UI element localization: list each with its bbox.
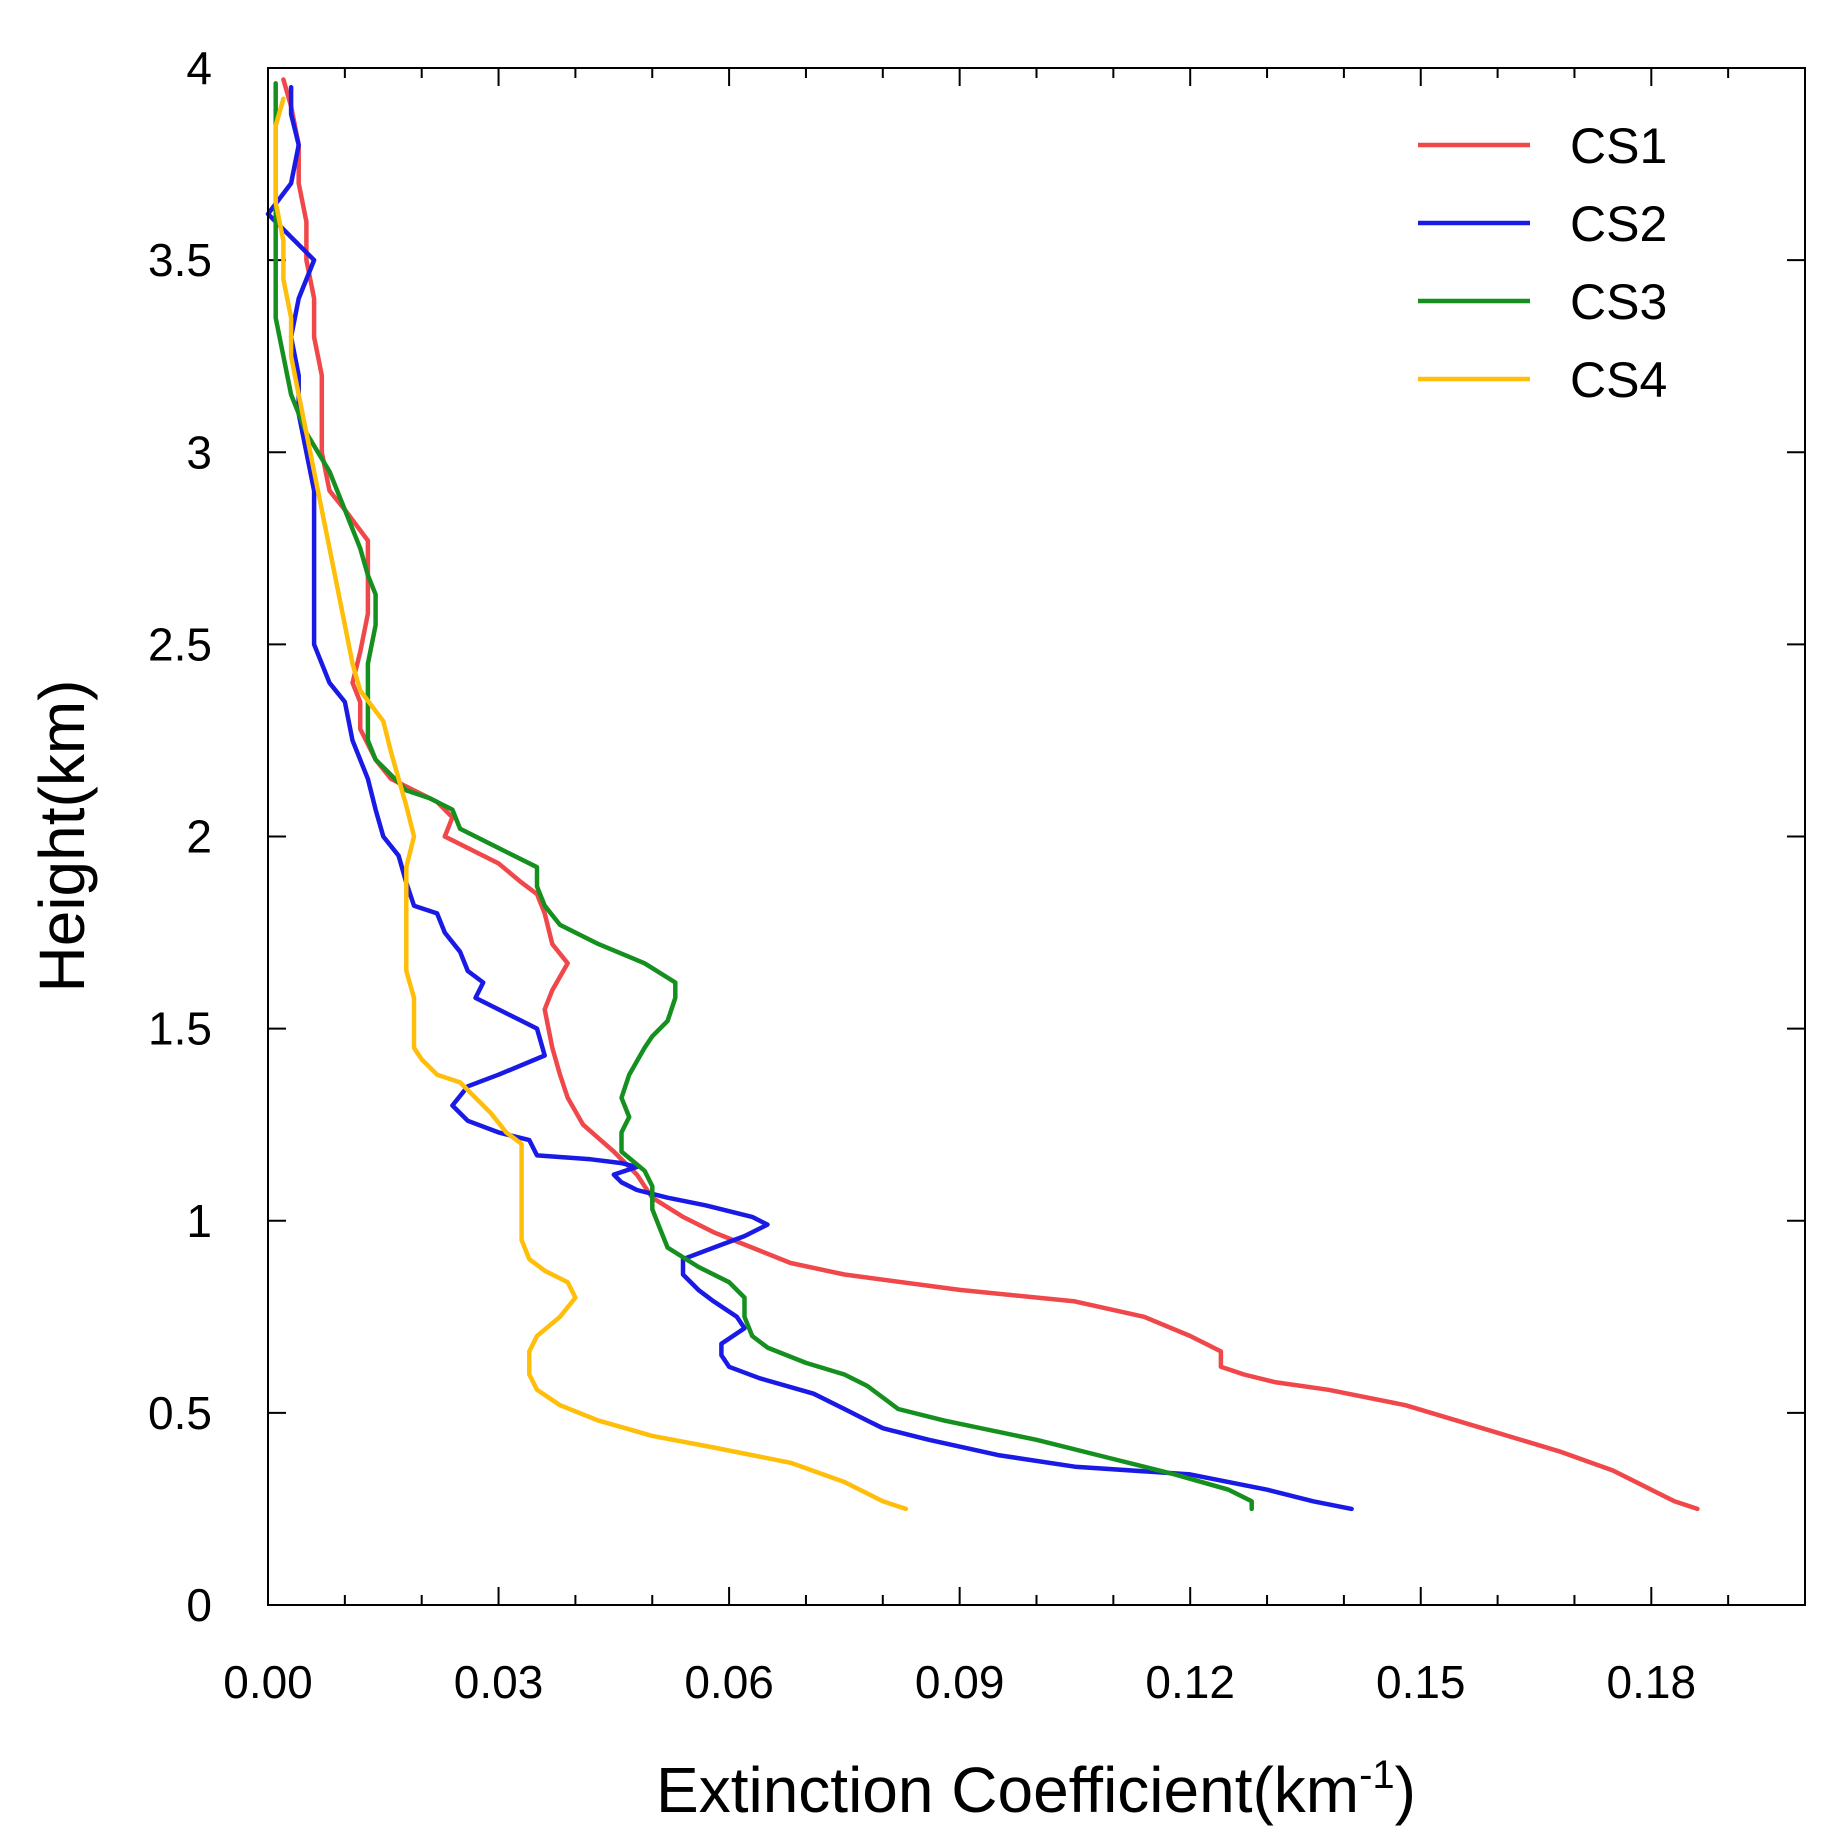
- x-axis-title: Extinction Coefficient(km-1): [656, 1753, 1416, 1826]
- x-tick-label: 0.00: [223, 1656, 313, 1708]
- y-tick-label: 2.5: [148, 618, 212, 670]
- x-tick-label: 0.09: [915, 1656, 1005, 1708]
- series-line-cs3: [273, 81, 1254, 1512]
- y-tick-label: 3: [186, 426, 212, 478]
- plot-series: [265, 77, 1700, 1512]
- y-tick-label: 0: [186, 1579, 212, 1631]
- y-tick-label: 0.5: [148, 1387, 212, 1439]
- x-axis-title-main: Extinction Coefficient(km: [656, 1754, 1359, 1826]
- x-tick-label: 0.12: [1145, 1656, 1235, 1708]
- legend-label-cs4: CS4: [1570, 352, 1667, 408]
- y-axis-title: Height(km): [26, 680, 98, 993]
- x-axis-title-suffix: ): [1395, 1754, 1416, 1826]
- y-tick-label: 2: [186, 811, 212, 863]
- x-tick-label: 0.03: [454, 1656, 544, 1708]
- x-axis-title-superscript: -1: [1359, 1753, 1395, 1797]
- y-tick-labels: 0 0.5 1 1.5 2 2.5 3 3.5 4: [148, 42, 212, 1631]
- x-tick-label: 0.06: [684, 1656, 774, 1708]
- axis-ticks: [267, 67, 1806, 1606]
- series-line-cs4: [273, 96, 909, 1512]
- y-tick-label: 1.5: [148, 1003, 212, 1055]
- y-tick-label: 1: [186, 1195, 212, 1247]
- series-line-cs1: [281, 77, 1700, 1512]
- legend: CS1 CS2 CS3 CS4: [1418, 118, 1667, 408]
- y-tick-label: 3.5: [148, 234, 212, 286]
- y-tick-label: 4: [186, 42, 212, 94]
- series-line-cs2: [265, 84, 1354, 1512]
- x-tick-label: 0.18: [1607, 1656, 1697, 1708]
- plot-frame: [267, 67, 1806, 1606]
- legend-label-cs2: CS2: [1570, 196, 1667, 252]
- x-tick-label: 0.15: [1376, 1656, 1466, 1708]
- legend-label-cs3: CS3: [1570, 274, 1667, 330]
- legend-label-cs1: CS1: [1570, 118, 1667, 174]
- x-tick-labels: 0.00 0.03 0.06 0.09 0.12 0.15 0.18: [223, 1656, 1696, 1708]
